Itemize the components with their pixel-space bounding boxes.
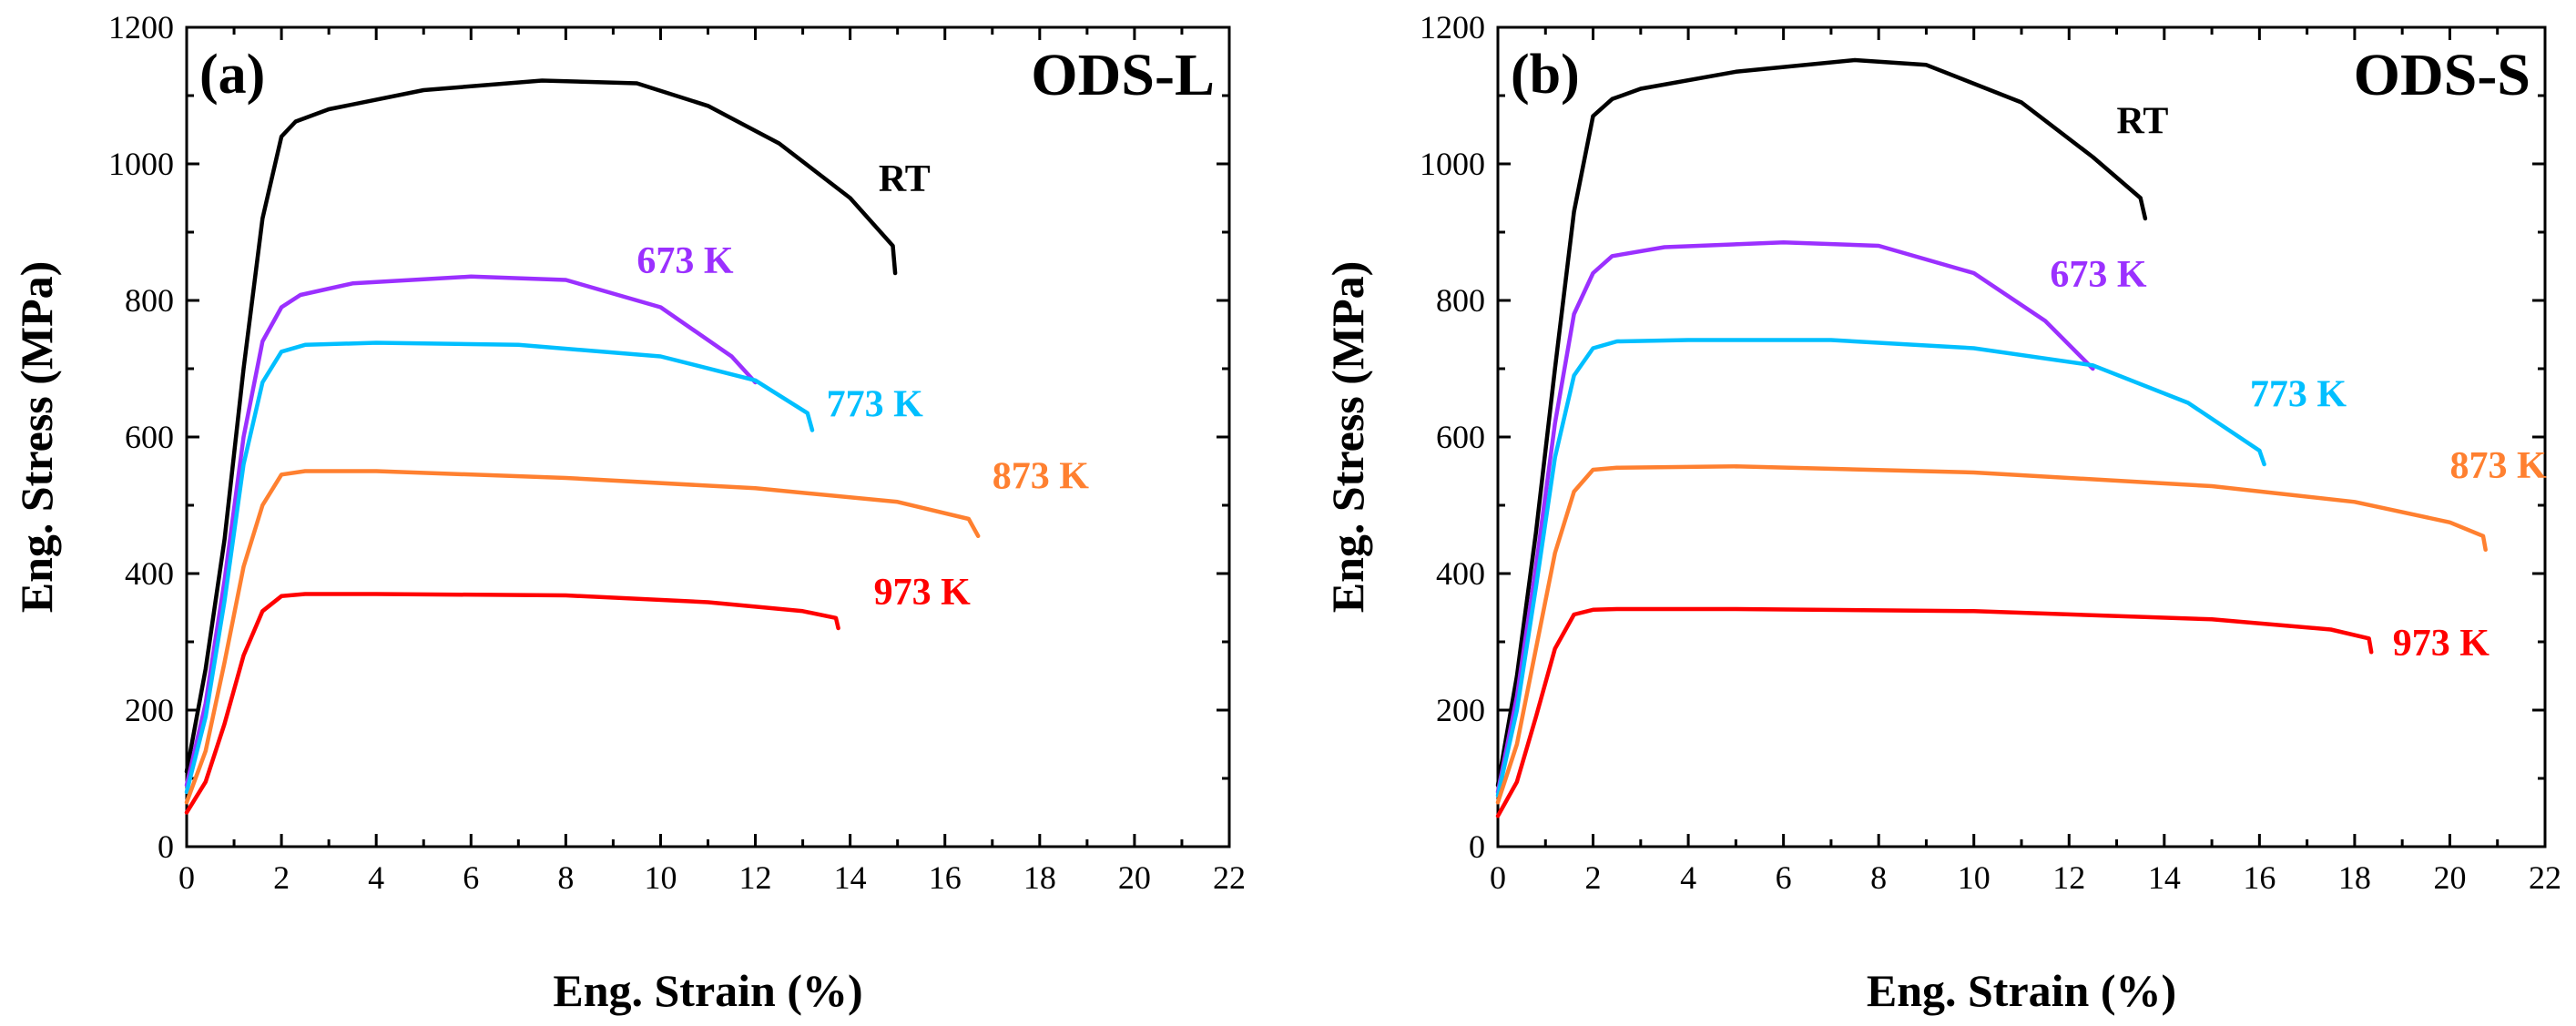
panel-b: 0 2 4 6 8 10 12 14 16 18 20 22 0 200 400 600 800 1000 1200… <box>1322 9 2561 1016</box>
x-tick-label: 16 <box>2243 859 2276 896</box>
x-tick-label: 10 <box>644 859 677 896</box>
y-tick-label: 800 <box>1436 282 1485 319</box>
series-line-rt <box>1495 57 2148 787</box>
series-label: 773 K <box>2250 373 2347 415</box>
series-label: RT <box>2117 100 2169 142</box>
series-line-773-k <box>184 340 815 795</box>
x-tick-label: 14 <box>834 859 867 896</box>
x-tick-label: 22 <box>1213 859 1246 896</box>
series-line-973-k <box>184 592 840 815</box>
series-line-773-k <box>1495 338 2266 798</box>
y-tick-label: 400 <box>1436 555 1485 592</box>
x-tick-label: 6 <box>1776 859 1792 896</box>
x-tick-label: 2 <box>273 859 290 896</box>
panel-label: (a) <box>199 44 265 106</box>
series-label: 673 K <box>636 240 734 282</box>
x-tick-label: 0 <box>1490 859 1506 896</box>
x-tick-label: 20 <box>1118 859 1151 896</box>
series-label: 673 K <box>2050 254 2147 296</box>
series-label: 973 K <box>2393 623 2490 665</box>
y-tick-label: 400 <box>125 555 174 592</box>
series-line-973-k <box>1495 606 2374 818</box>
panel-title: ODS-S <box>2354 42 2530 108</box>
y-axis-title: Eng. Stress (MPa) <box>1322 261 1373 614</box>
series-label: RT <box>879 158 931 200</box>
x-tick-label: 18 <box>2338 859 2371 896</box>
panel-title: ODS-L <box>1031 42 1215 108</box>
x-tick-label: 8 <box>1870 859 1887 896</box>
y-tick-label: 1200 <box>1420 9 1485 46</box>
x-tick-label: 16 <box>929 859 962 896</box>
y-tick-label: 200 <box>125 692 174 728</box>
x-axis-title: Eng. Strain (%) <box>1867 965 2176 1016</box>
y-tick-label: 1000 <box>108 146 174 182</box>
x-tick-label: 6 <box>463 859 479 896</box>
x-tick-label: 12 <box>2052 859 2085 896</box>
x-axis-title: Eng. Strain (%) <box>553 965 862 1016</box>
x-tick-label: 0 <box>178 859 195 896</box>
series-label: 873 K <box>993 455 1090 497</box>
y-axis-title: Eng. Stress (MPa) <box>11 261 62 614</box>
series-label: 873 K <box>2449 445 2547 487</box>
x-tick-label: 18 <box>1023 859 1056 896</box>
y-tick-label: 200 <box>1436 692 1485 728</box>
x-tick-label: 20 <box>2433 859 2466 896</box>
plot-frame <box>1496 25 2547 848</box>
x-tick-label: 2 <box>1585 859 1602 896</box>
y-tick-label: 800 <box>125 282 174 319</box>
y-tick-label: 0 <box>158 828 174 865</box>
plot-frame <box>185 25 1231 848</box>
panel-a: 0 2 4 6 8 10 12 14 16 18 20 22 0 200 400 600 800 1000 1200… <box>11 9 1246 1016</box>
series-line-rt <box>184 78 898 774</box>
x-tick-label: 22 <box>2529 859 2561 896</box>
x-tick-label: 4 <box>368 859 384 896</box>
series-line-873-k <box>1495 464 2488 805</box>
x-tick-label: 8 <box>557 859 574 896</box>
series-line-673-k <box>1495 240 2095 795</box>
y-tick-label: 600 <box>1436 419 1485 455</box>
series-line-873-k <box>184 469 981 805</box>
series-label: 973 K <box>874 572 972 614</box>
y-tick-label: 1200 <box>108 9 174 46</box>
series-label: 773 K <box>827 384 924 426</box>
series-line-673-k <box>184 274 758 787</box>
y-tick-label: 600 <box>125 419 174 455</box>
panel-label: (b) <box>1511 44 1580 106</box>
x-tick-label: 14 <box>2148 859 2181 896</box>
x-tick-label: 12 <box>739 859 772 896</box>
x-tick-label: 4 <box>1680 859 1696 896</box>
x-tick-label: 10 <box>1958 859 1991 896</box>
y-tick-label: 0 <box>1469 828 1485 865</box>
y-tick-label: 1000 <box>1420 146 1485 182</box>
